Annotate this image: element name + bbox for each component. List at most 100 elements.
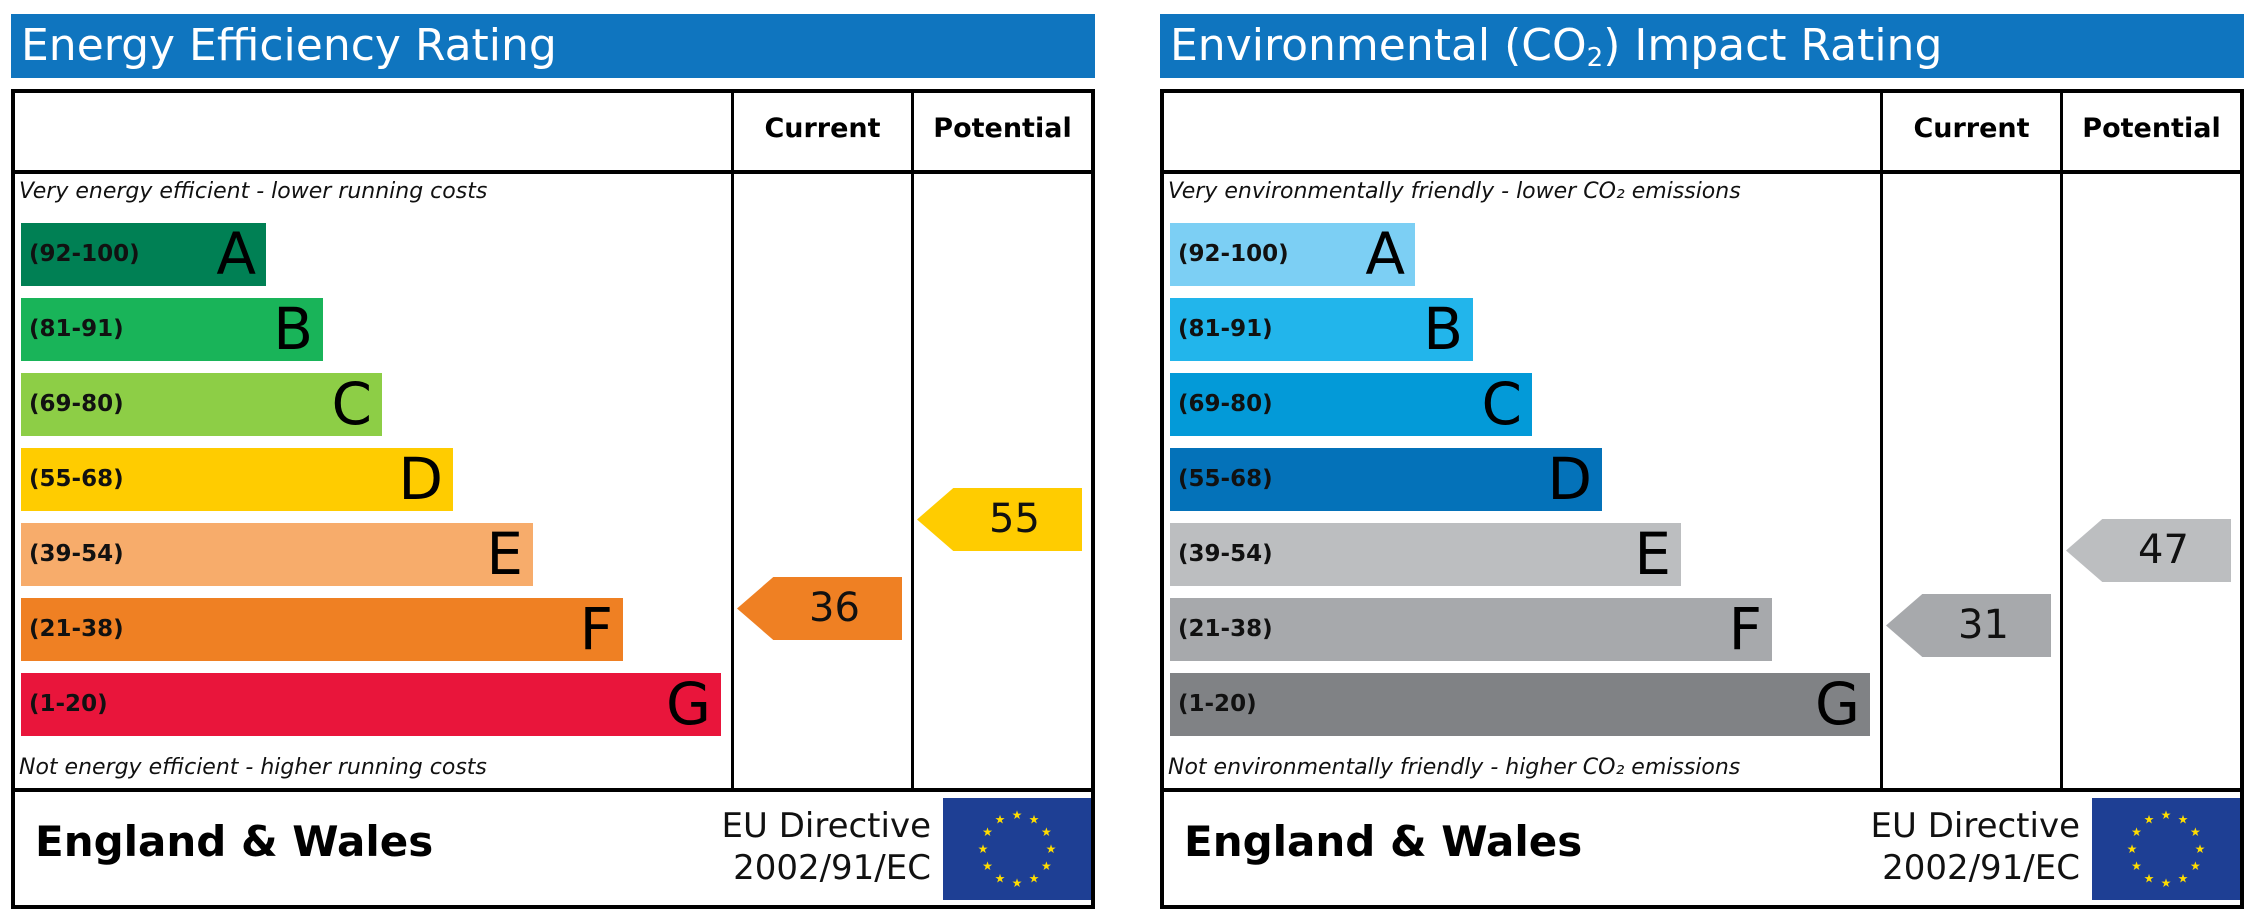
current-rating-value: 31 <box>1958 602 2009 648</box>
band-range: (55-68) <box>29 466 124 492</box>
eu-star-icon: ★ <box>995 813 1006 827</box>
eu-star-icon: ★ <box>978 842 989 856</box>
eu-star-icon: ★ <box>2131 825 2142 839</box>
eu-star-icon: ★ <box>2190 825 2201 839</box>
band-letter: B <box>1423 295 1463 363</box>
band-range: (21-38) <box>1178 616 1273 642</box>
band-letter: A <box>1365 220 1405 288</box>
current-rating-arrow: 36 <box>737 577 902 640</box>
band-range: (39-54) <box>1178 541 1273 567</box>
rating-band-f: (21-38) F <box>1170 598 1772 661</box>
arrow-shape <box>917 488 1082 551</box>
band-letter: F <box>579 595 613 663</box>
band-range: (92-100) <box>29 241 140 267</box>
rating-band-b: (81-91) B <box>1170 298 1473 361</box>
rating-band-e: (39-54) E <box>1170 523 1681 586</box>
column-divider <box>1880 93 1883 792</box>
eu-directive: EU Directive 2002/91/EC <box>1871 805 2080 889</box>
band-range: (81-91) <box>1178 316 1273 342</box>
rating-band-c: (69-80) C <box>1170 373 1532 436</box>
eu-star-icon: ★ <box>1046 842 1057 856</box>
column-header-potential: Potential <box>2082 113 2221 144</box>
band-letter: G <box>1815 670 1860 738</box>
panel-title: Environmental (CO2) Impact Rating <box>1160 14 2244 78</box>
title-subscript: 2 <box>1586 43 1604 73</box>
panel-title: Energy Efficiency Rating <box>11 14 1095 78</box>
eu-star-icon: ★ <box>982 825 993 839</box>
band-range: (1-20) <box>29 691 108 717</box>
band-range: (21-38) <box>29 616 124 642</box>
band-letter: A <box>216 220 256 288</box>
bottom-note: Not environmentally friendly - higher CO… <box>1168 755 1741 780</box>
header-divider <box>15 170 1091 174</box>
rating-band-b: (81-91) B <box>21 298 323 361</box>
rating-band-d: (55-68) D <box>21 448 453 511</box>
footer-region: England & Wales <box>35 817 434 866</box>
band-range: (1-20) <box>1178 691 1257 717</box>
rating-band-f: (21-38) F <box>21 598 623 661</box>
eu-directive: EU Directive 2002/91/EC <box>722 805 931 889</box>
eu-star-icon: ★ <box>1041 859 1052 873</box>
eu-stars-icon: ★ ★★★★★★★★★★★ <box>2127 808 2206 890</box>
rating-table: Current Potential Very energy efficient - … <box>11 89 1095 909</box>
column-divider <box>911 93 914 792</box>
current-rating-value: 36 <box>809 585 860 631</box>
eu-star-icon: ★ <box>2195 842 2206 856</box>
top-note: Very environmentally friendly - lower CO… <box>1168 179 1741 204</box>
band-letter: B <box>273 295 313 363</box>
band-range: (81-91) <box>29 316 124 342</box>
rating-table: Current Potential Very environmentally fri… <box>1160 89 2244 909</box>
column-header-current: Current <box>764 113 881 144</box>
column-divider <box>2060 93 2063 792</box>
potential-rating-value: 55 <box>989 496 1040 542</box>
band-range: (55-68) <box>1178 466 1273 492</box>
band-letter: D <box>398 445 443 513</box>
rating-band-a: (92-100) A <box>1170 223 1415 286</box>
eu-star-icon: ★ <box>2127 842 2138 856</box>
title-text: Energy Efficiency Rating <box>21 20 557 71</box>
eu-star-icon: ★ <box>1029 813 1040 827</box>
eu-star-icon: ★ <box>1029 871 1040 885</box>
potential-rating-arrow: 55 <box>917 488 1082 551</box>
eu-star-icon: ★ <box>1041 825 1052 839</box>
band-letter: C <box>331 370 373 438</box>
eu-flag-icon: ★ ★ ★ ★ ★ ★ ★ ★ ★ ★ ★ ★ <box>943 798 1091 900</box>
title-text-after: ) Impact Rating <box>1603 20 1943 71</box>
arrow-shape <box>2066 519 2231 582</box>
footer-divider <box>15 788 1091 792</box>
band-letter: D <box>1547 445 1592 513</box>
band-letter: G <box>666 670 711 738</box>
eu-star-icon: ★ <box>1012 808 1023 822</box>
rating-band-a: (92-100) A <box>21 223 266 286</box>
bottom-note: Not energy efficient - higher running co… <box>19 755 487 780</box>
eu-star-icon: ★ <box>995 871 1006 885</box>
current-rating-arrow: 31 <box>1886 594 2051 657</box>
environmental-impact-panel: Environmental (CO2) Impact Rating Current… <box>1160 0 2246 924</box>
eu-star-icon: ★ <box>2161 808 2172 822</box>
rating-band-d: (55-68) D <box>1170 448 1602 511</box>
band-range: (39-54) <box>29 541 124 567</box>
column-header-potential: Potential <box>933 113 1072 144</box>
band-letter: C <box>1481 370 1523 438</box>
rating-band-g: (1-20) G <box>21 673 721 736</box>
eu-star-icon: ★ <box>2161 876 2172 890</box>
column-header-current: Current <box>1913 113 2030 144</box>
footer-region: England & Wales <box>1184 817 1583 866</box>
eu-star-icon: ★ <box>2144 813 2155 827</box>
eu-stars-icon: ★ ★★★★★★★★★★★ <box>978 808 1057 890</box>
title-text: Environmental (CO <box>1170 20 1587 71</box>
band-range: (69-80) <box>29 391 124 417</box>
eu-star-icon: ★ <box>2131 859 2142 873</box>
top-note: Very energy efficient - lower running co… <box>19 179 488 204</box>
arrow-shape <box>737 577 902 640</box>
potential-rating-arrow: 47 <box>2066 519 2231 582</box>
band-letter: F <box>1728 595 1762 663</box>
eu-star-icon: ★ <box>982 859 993 873</box>
potential-rating-value: 47 <box>2138 527 2189 573</box>
eu-directive-line1: EU Directive <box>1870 806 2080 846</box>
band-letter: E <box>486 520 523 588</box>
band-range: (92-100) <box>1178 241 1289 267</box>
eu-directive-line1: EU Directive <box>721 806 931 846</box>
eu-star-icon: ★ <box>2178 813 2189 827</box>
eu-star-icon: ★ <box>2144 871 2155 885</box>
